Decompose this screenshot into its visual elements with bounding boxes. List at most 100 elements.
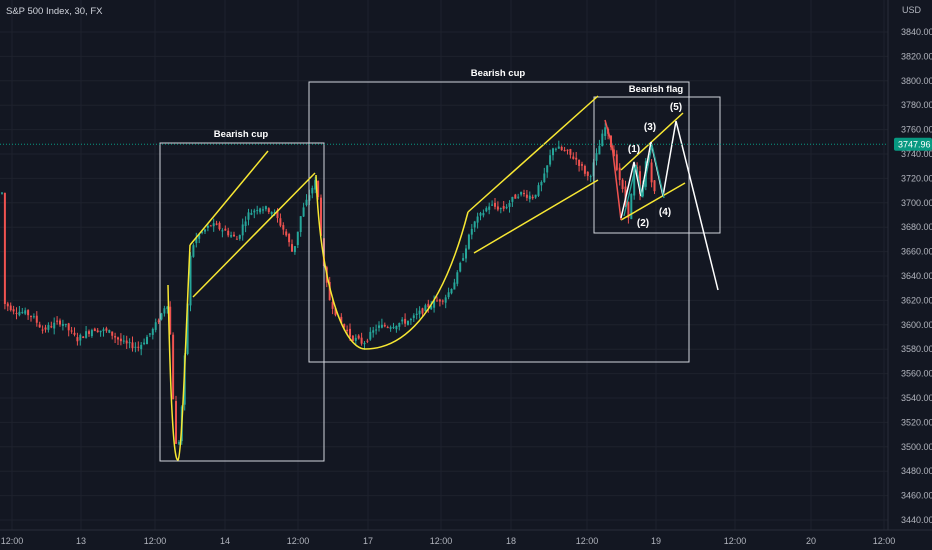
candle-body xyxy=(467,234,470,249)
candle-body xyxy=(67,323,70,331)
candle-body xyxy=(317,180,320,198)
candle-body xyxy=(430,305,433,310)
time-axis[interactable]: 12:00 13 12:00 14 12:00 17 12:00 18 12:00 19 12:00… xyxy=(1,536,896,546)
candle-body xyxy=(244,221,247,227)
candle-body xyxy=(250,213,253,215)
candle-body xyxy=(273,212,276,214)
candle-body xyxy=(30,315,32,317)
candle-body xyxy=(143,342,146,345)
price-tick-label: 3600.00 xyxy=(901,320,932,330)
candle-body xyxy=(398,323,401,327)
candle-body xyxy=(349,328,351,337)
candle-body xyxy=(140,344,143,350)
candle-body xyxy=(563,150,566,152)
candle-body xyxy=(6,303,9,307)
candle-body xyxy=(296,231,299,245)
candle-body xyxy=(24,310,27,314)
candle-body xyxy=(528,195,531,200)
candle-body xyxy=(375,329,378,331)
channel-lower-2 xyxy=(473,179,599,254)
price-tick-label: 3560.00 xyxy=(901,369,932,379)
candle-body xyxy=(502,206,505,209)
cup-curve-1 xyxy=(167,244,191,461)
candle-body xyxy=(105,328,108,331)
symbol-title: S&P 500 Index, 30, FX xyxy=(6,6,103,17)
candle-body xyxy=(70,330,73,332)
pattern-label: Bearish cup xyxy=(471,68,526,79)
candle-body xyxy=(241,224,244,236)
candle-body xyxy=(15,312,18,314)
candle-body xyxy=(148,333,151,335)
candle-body xyxy=(508,203,511,207)
time-tick-label: 17 xyxy=(363,536,373,546)
time-tick-label: 12:00 xyxy=(1,536,24,546)
price-tick-label: 3840.00 xyxy=(901,27,932,37)
price-axis[interactable]: 3440.00 3460.00 3480.00 3500.00 3520.00 3540.… xyxy=(901,27,932,525)
candle-body xyxy=(343,323,346,328)
candle-body xyxy=(624,186,627,204)
candle-body xyxy=(369,331,372,340)
price-tick-label: 3620.00 xyxy=(901,295,932,305)
candle-body xyxy=(615,154,618,170)
candle-body xyxy=(496,206,499,210)
candle-body xyxy=(177,442,180,444)
candle-body xyxy=(505,206,508,209)
candle-body xyxy=(569,149,572,155)
candle-body xyxy=(50,326,53,328)
candle-body xyxy=(264,206,267,210)
candle-body xyxy=(189,255,192,306)
candle-body xyxy=(79,334,82,341)
candle-body xyxy=(166,306,169,310)
candle-body xyxy=(35,315,38,323)
currency-label: USD xyxy=(902,5,922,15)
candle-body xyxy=(511,196,514,202)
candle-body xyxy=(583,165,586,174)
candle-body xyxy=(320,197,322,236)
last-price-tag: 3747.96 xyxy=(894,137,932,151)
candle-body xyxy=(73,332,76,335)
pattern-label: Bearish cup xyxy=(214,129,269,140)
flag-upper-line xyxy=(620,112,684,171)
flag-drop-line xyxy=(604,119,622,221)
candle-body xyxy=(59,320,61,325)
candle-body xyxy=(215,223,218,225)
candle-body xyxy=(293,246,296,253)
candle-body xyxy=(392,327,395,329)
last-price-tag-box xyxy=(894,137,932,151)
time-tick-label: 12:00 xyxy=(430,536,453,546)
candle-body xyxy=(409,319,412,321)
candle-body xyxy=(433,300,436,308)
candle-body xyxy=(525,194,528,198)
candle-body xyxy=(3,192,6,304)
candle-body xyxy=(421,308,424,314)
candle-body xyxy=(90,330,93,337)
candle-body xyxy=(572,156,575,159)
bearish-cup-box-1 xyxy=(159,142,325,462)
price-tick-label: 3740.00 xyxy=(901,149,932,159)
candle-body xyxy=(44,327,47,330)
candle-body xyxy=(639,171,641,195)
candle-body xyxy=(621,179,624,189)
candle-body xyxy=(108,330,111,333)
candle-body xyxy=(581,164,583,166)
price-tick-label: 3540.00 xyxy=(901,393,932,403)
candle-body xyxy=(169,306,172,335)
price-tick-label: 3640.00 xyxy=(901,271,932,281)
candle-body xyxy=(230,235,233,237)
candle-body xyxy=(93,328,96,332)
candle-body xyxy=(473,221,476,228)
candle-body xyxy=(598,145,601,155)
candle-body xyxy=(601,133,604,147)
bearish-flag-box xyxy=(593,96,721,234)
candle-body xyxy=(262,209,264,211)
wave-label: (1) xyxy=(628,144,640,155)
candle-body xyxy=(224,228,227,231)
time-tick-label: 19 xyxy=(651,536,661,546)
price-tick-label: 3780.00 xyxy=(901,100,932,110)
candle-body xyxy=(586,171,589,176)
candle-body xyxy=(175,401,177,444)
price-tick-label: 3680.00 xyxy=(901,222,932,232)
candle-body xyxy=(453,282,456,290)
